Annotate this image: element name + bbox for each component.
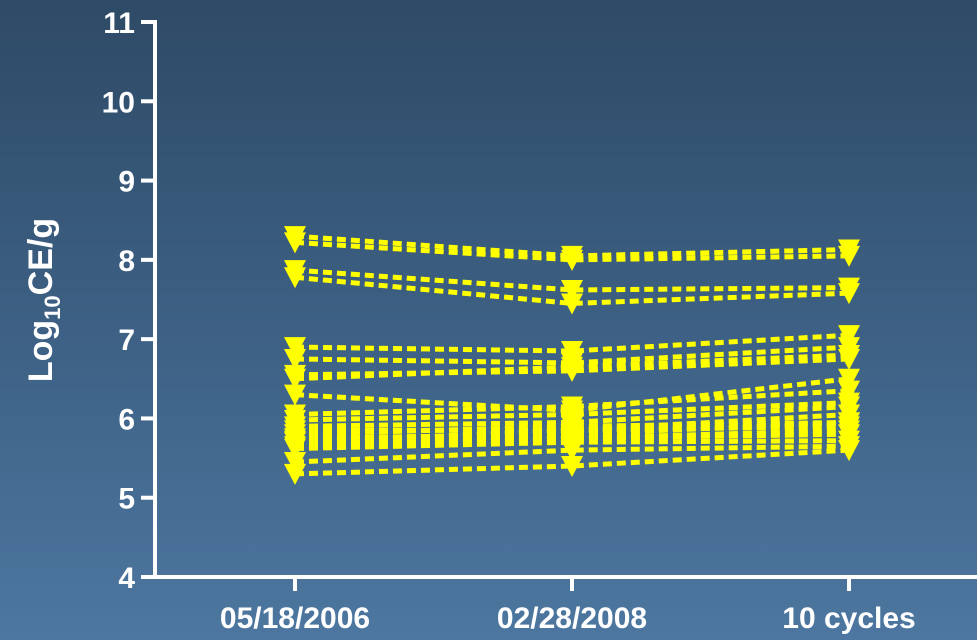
series-marker <box>838 380 860 402</box>
y-tick-label: 6 <box>118 403 135 436</box>
series-line <box>294 447 850 477</box>
series-line <box>294 376 850 414</box>
x-tick-label: 02/28/2008 <box>497 602 647 635</box>
series-line <box>294 438 850 452</box>
series-marker <box>838 345 860 366</box>
y-tick-label: 8 <box>118 245 135 278</box>
series-marker <box>838 440 860 462</box>
series-marker <box>561 279 583 301</box>
series-marker <box>561 249 583 271</box>
series-line <box>294 431 850 449</box>
series-marker <box>284 384 306 406</box>
series-marker <box>284 232 306 254</box>
series-line <box>294 332 850 354</box>
series-line <box>294 404 850 429</box>
y-tick-label: 7 <box>118 324 135 357</box>
series-line <box>294 419 850 437</box>
y-tick-label: 9 <box>118 166 135 199</box>
series-line <box>294 388 850 417</box>
series-marker <box>284 267 306 289</box>
series-line <box>294 274 850 306</box>
series-marker <box>838 283 860 305</box>
x-tick-layer: 05/18/2006 02/28/2008 10 cycles <box>220 577 916 635</box>
y-tick-label: 11 <box>103 7 135 40</box>
series-line <box>294 400 850 423</box>
series-marker <box>284 368 306 390</box>
x-tick-label: 10 cycles <box>782 602 915 635</box>
y-axis-title: Log10CE/g <box>22 218 65 382</box>
series-markers <box>284 226 860 485</box>
series-line <box>294 233 850 259</box>
y-axis-title-suffix: CE/g <box>22 218 60 295</box>
series-marker <box>838 245 860 267</box>
series-marker <box>284 438 306 460</box>
y-tick-label: 4 <box>118 562 135 595</box>
series-marker <box>838 368 860 390</box>
series-marker <box>561 293 583 315</box>
series-line <box>294 423 850 445</box>
series-lines <box>294 233 850 477</box>
series-line <box>294 443 850 465</box>
y-tick-label: 5 <box>118 483 135 516</box>
series-marker <box>561 341 583 363</box>
x-tick-label: 05/18/2006 <box>220 602 370 635</box>
y-tick-label: 10 <box>102 86 135 119</box>
series-marker <box>561 356 583 378</box>
y-axis-title-prefix: Log <box>22 320 60 382</box>
series-marker <box>838 325 860 347</box>
series-layer <box>284 226 860 485</box>
series-marker <box>284 463 306 485</box>
series-line <box>294 344 850 366</box>
series-marker <box>561 456 583 477</box>
series-line <box>294 239 850 263</box>
series-marker <box>561 440 583 462</box>
series-marker <box>284 348 306 370</box>
y-axis-title-subscript: 10 <box>40 295 65 319</box>
series-marker <box>284 337 306 359</box>
series-line <box>294 267 850 293</box>
axes-layer <box>153 20 977 579</box>
series-marker <box>284 452 306 474</box>
y-tick-layer: 4 5 6 7 8 9 10 11 <box>102 7 155 595</box>
series-line <box>294 352 850 382</box>
